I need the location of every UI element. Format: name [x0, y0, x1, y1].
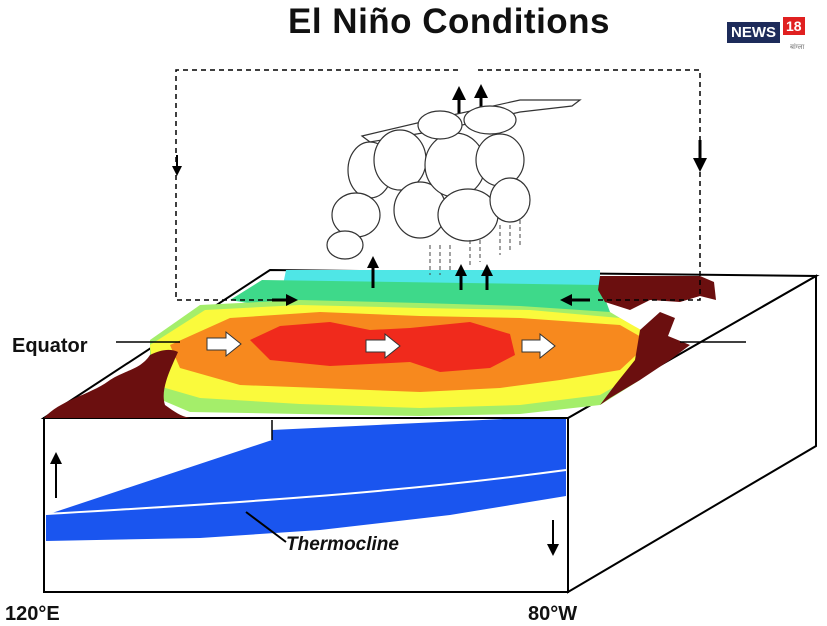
rising-air-arrow-1 — [452, 86, 466, 100]
updraft-arrows — [367, 256, 493, 290]
equator-label: Equator — [12, 335, 88, 357]
logo-brand: NEWS — [727, 22, 780, 43]
sinking-air-arrow-east — [693, 158, 707, 172]
current-arrow-center — [365, 332, 401, 360]
downwelling-arrow-east — [547, 544, 559, 556]
rising-air-arrow-2 — [474, 84, 488, 98]
thermocline-pointer — [245, 511, 287, 543]
convection-cloud — [326, 99, 582, 260]
current-arrow-east — [521, 332, 556, 360]
sinking-air-arrow-west — [172, 166, 182, 176]
west-longitude-label: 120°E — [5, 603, 60, 625]
logo-subtext: बांग्ला — [790, 44, 805, 51]
thermocline-label: Thermocline — [286, 534, 399, 555]
logo-number: 18 — [783, 17, 805, 35]
thermocline-line — [45, 469, 567, 515]
landmass-west — [44, 349, 190, 418]
warm-upper-layer — [46, 420, 272, 515]
surface-wind-arrow-west — [286, 294, 298, 306]
rain-streaks — [429, 220, 521, 275]
walker-cell-west — [175, 69, 458, 301]
landmass-northeast — [598, 276, 716, 310]
diagram-title: El Niño Conditions — [288, 2, 611, 41]
surface-wind-arrow-east — [560, 294, 572, 306]
upwelling-arrow-west — [50, 452, 62, 464]
east-longitude-label: 80°W — [528, 603, 578, 625]
deep-water-layer — [46, 416, 566, 541]
walker-cell-east — [478, 69, 701, 301]
current-arrow-west — [206, 330, 242, 358]
landmass-east — [600, 312, 690, 405]
